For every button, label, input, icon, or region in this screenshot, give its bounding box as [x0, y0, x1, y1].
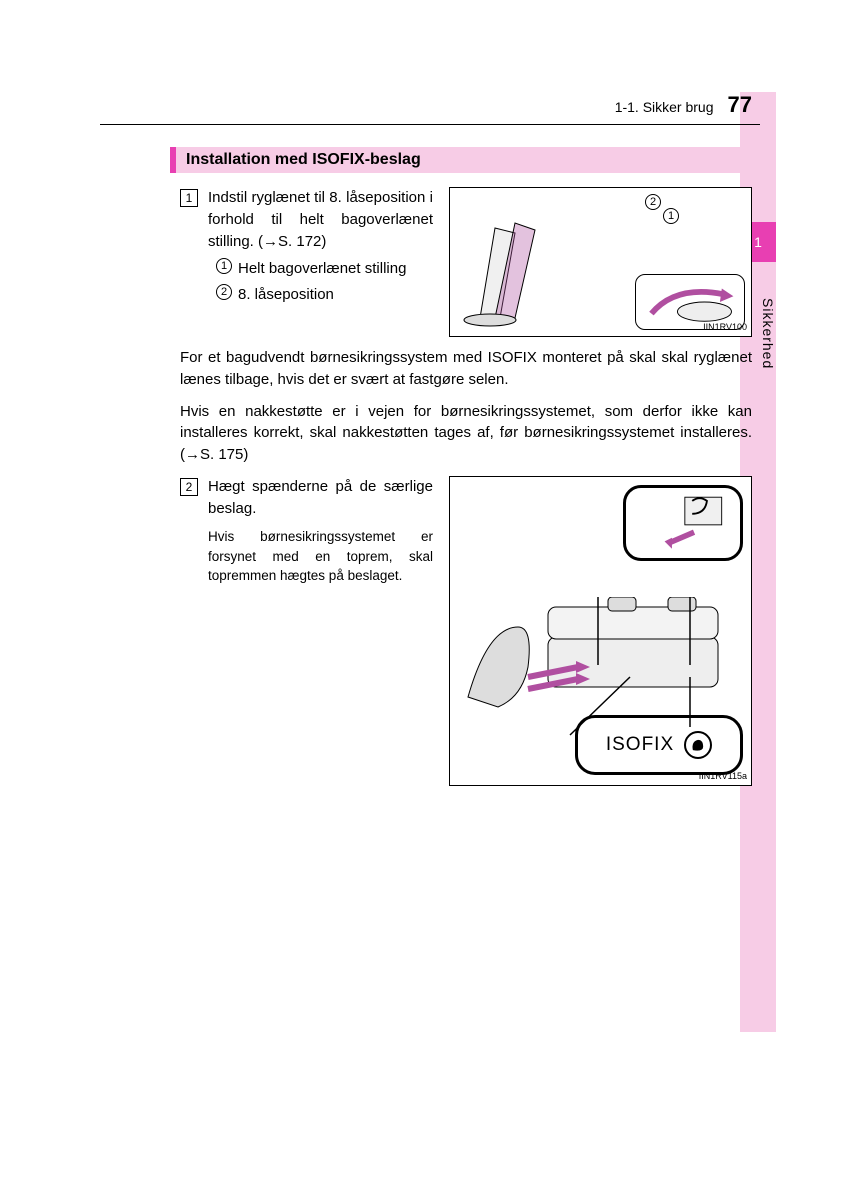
breadcrumb: 1-1. Sikker brug [615, 99, 714, 115]
isofix-anchor-inset [623, 485, 743, 561]
header-rule [100, 124, 760, 125]
step-1-sub-2: 2 8. låseposition [216, 284, 433, 306]
step-2-body: Hægt spænderne på de særlige beslag. [208, 476, 433, 520]
paragraph: For et bagudvendt børnesikringssystem me… [180, 347, 752, 391]
sub-label: Helt bagoverlænet stilling [238, 258, 406, 280]
circled-number-icon: 2 [216, 284, 232, 300]
step-2: 2 Hægt spænderne på de særlige beslag. H… [180, 476, 752, 786]
content-area: 1 Indstil ryglænet til 8. låseposition i… [180, 187, 752, 786]
rear-seat-illustration [458, 597, 728, 717]
step-number-box: 1 [180, 189, 198, 207]
step-1: 1 Indstil ryglænet til 8. låseposition i… [180, 187, 752, 337]
figure-caption: IIN1RV100 [703, 321, 747, 334]
step-1-body: Indstil ryglænet til 8. låseposition i f… [208, 187, 433, 252]
page-number: 77 [728, 92, 752, 118]
step-1-text: Indstil ryglænet til 8. låseposition i f… [208, 187, 433, 337]
page-body: 1-1. Sikker brug 77 Installation med ISO… [100, 92, 760, 796]
figure-caption: IIN1RV115a [699, 770, 747, 783]
figure-seat-recline: 2 1 IIN1RV100 [449, 187, 752, 337]
step-2-text: Hægt spænderne på de særlige beslag. Hvi… [208, 476, 433, 786]
figure-isofix-install: ISOFIX IIN1RV115a [449, 476, 752, 786]
sub-label: 8. låseposition [238, 284, 334, 306]
circled-number-icon: 1 [216, 258, 232, 274]
callout-icon: 1 [663, 208, 679, 224]
isofix-label-inset: ISOFIX [575, 715, 743, 775]
step-1-sub-1: 1 Helt bagoverlænet stilling [216, 258, 433, 280]
child-seat-icon [684, 731, 712, 759]
step-number-box: 2 [180, 478, 198, 496]
callout-icon: 2 [645, 194, 661, 210]
isofix-label-text: ISOFIX [606, 731, 674, 759]
page-header: 1-1. Sikker brug 77 [100, 92, 760, 118]
paragraph: Hvis en nakkestøtte er i vejen for børne… [180, 401, 752, 466]
seat-recline-illustration [460, 208, 560, 328]
section-title: Installation med ISOFIX-beslag [170, 147, 752, 173]
step-2-note: Hvis børnesikringssystemet er forsynet m… [208, 527, 433, 586]
